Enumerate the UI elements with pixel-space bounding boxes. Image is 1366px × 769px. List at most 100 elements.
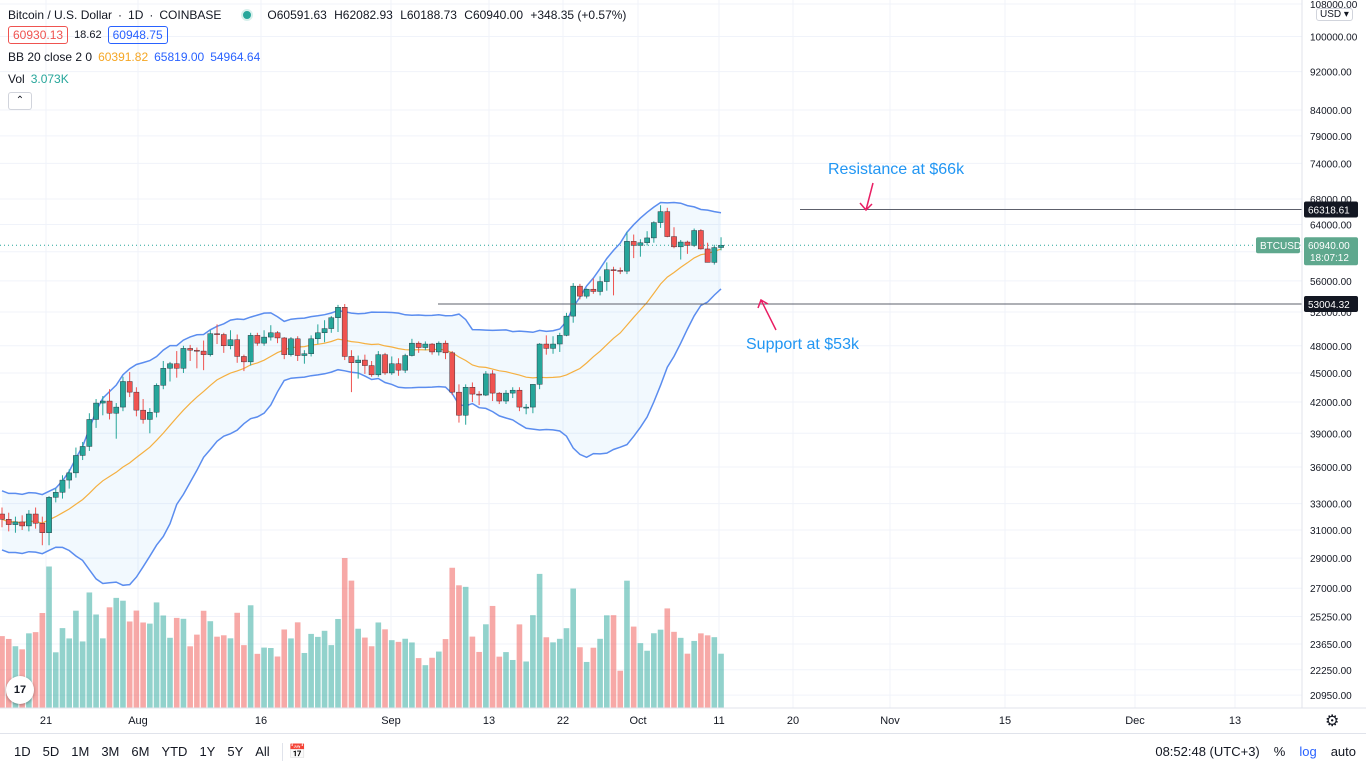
- price-tick-label: 20950.00: [1310, 691, 1352, 702]
- exchange[interactable]: COINBASE: [159, 8, 222, 22]
- timeframe-ytd[interactable]: YTD: [161, 744, 188, 759]
- auto-toggle[interactable]: auto: [1330, 744, 1356, 759]
- timeframe-1m[interactable]: 1M: [71, 744, 90, 759]
- candle-body: [160, 368, 167, 386]
- volume-bar: [321, 630, 328, 708]
- volume-bar: [26, 633, 32, 708]
- candle-body: [402, 355, 409, 371]
- timeframe-3m[interactable]: 3M: [101, 744, 120, 759]
- volume-bar: [711, 637, 718, 708]
- time-tick-label: 21: [40, 715, 52, 727]
- price-chart[interactable]: Resistance at $66k Support at $53k 108000.…: [0, 0, 1366, 733]
- volume-indicator-row[interactable]: Vol 3.073K: [8, 70, 630, 88]
- candle-body: [476, 393, 482, 396]
- support-price-tag: 53004.32: [1308, 300, 1350, 311]
- clock[interactable]: 08:52:48 (UTC+3): [1155, 744, 1260, 759]
- candle-body: [241, 356, 247, 363]
- timeframe-6m[interactable]: 6M: [131, 744, 150, 759]
- interval[interactable]: 1D: [128, 8, 144, 22]
- candle-body: [449, 352, 456, 393]
- volume-bar: [630, 626, 637, 708]
- timeframe-all[interactable]: All: [255, 744, 270, 759]
- percent-toggle[interactable]: %: [1273, 744, 1286, 759]
- volume-bar: [462, 586, 469, 708]
- candle-body: [19, 521, 25, 527]
- timeframe-1y[interactable]: 1Y: [199, 744, 216, 759]
- gear-icon[interactable]: ⚙: [1325, 713, 1340, 730]
- candle-body: [140, 409, 146, 420]
- volume-bar: [214, 636, 220, 708]
- symbol-name[interactable]: Bitcoin / U.S. Dollar: [8, 8, 113, 22]
- bb-indicator-row[interactable]: BB 20 close 2 0 60391.82 65819.00 54964.…: [8, 48, 630, 66]
- volume-bar: [73, 610, 79, 708]
- candle-body: [422, 343, 429, 348]
- price-tick-label: 22250.00: [1310, 666, 1352, 677]
- volume-bar: [39, 613, 46, 708]
- last-price-tag-bg: [1304, 237, 1358, 266]
- volume-bar: [126, 621, 133, 708]
- volume-bar: [294, 622, 301, 708]
- candle-body: [489, 373, 496, 394]
- sell-price-button[interactable]: 60930.13: [8, 26, 69, 44]
- volume-bar: [570, 588, 576, 708]
- candle-body: [281, 337, 288, 355]
- candle-body: [187, 348, 193, 351]
- volume-bar: [483, 624, 489, 708]
- volume-bar: [489, 605, 496, 708]
- bar-countdown: 18:07:12: [1310, 253, 1349, 264]
- candle-body: [671, 236, 677, 248]
- candle-body: [590, 288, 597, 292]
- bollinger-upper-band: [1, 201, 722, 496]
- chevron-up-icon[interactable]: ⌃: [8, 92, 32, 110]
- volume-bar: [476, 651, 482, 708]
- candle-body: [530, 384, 536, 408]
- candle-body: [93, 402, 99, 420]
- candle-body: [556, 335, 563, 345]
- tradingview-logo-icon[interactable]: 17: [6, 676, 34, 704]
- candle-body: [368, 365, 375, 376]
- price-tick-label: 48000.00: [1310, 342, 1352, 353]
- candle-body: [12, 521, 19, 525]
- bollinger-band-fill: [2, 202, 721, 586]
- candle-body: [133, 391, 140, 411]
- volume-bar: [563, 628, 570, 708]
- volume-bar: [348, 580, 355, 708]
- candle-body: [173, 363, 180, 369]
- price-tick-label: 68000.00: [1310, 195, 1352, 206]
- currency-selector[interactable]: USD ▾: [1316, 8, 1353, 21]
- bb-upper: 65819.00: [154, 50, 205, 64]
- price-tick-label: 52000.00: [1310, 308, 1352, 319]
- candle-body: [677, 241, 684, 248]
- volume-bar: [220, 635, 227, 708]
- resistance-annotation: Resistance at $66k: [828, 161, 965, 178]
- candle-body: [52, 492, 59, 498]
- candle-body: [32, 513, 39, 524]
- price-axis-bg: [1302, 0, 1366, 733]
- buy-price-button[interactable]: 60948.75: [107, 26, 168, 44]
- volume-bar: [684, 653, 691, 708]
- volume-bar: [207, 621, 214, 708]
- log-toggle[interactable]: log: [1299, 744, 1317, 759]
- spread-value: 18.62: [74, 29, 102, 41]
- timeframe-5y[interactable]: 5Y: [227, 744, 244, 759]
- calendar-range-icon[interactable]: 📅: [288, 743, 307, 759]
- low-value: L60188.73: [400, 8, 457, 22]
- volume-bar: [362, 637, 368, 708]
- candle-body: [469, 387, 476, 395]
- time-tick-label: 15: [999, 715, 1011, 727]
- resistance-price-tag: 66318.61: [1308, 206, 1350, 217]
- volume-bar: [173, 617, 180, 708]
- timeframe-1d[interactable]: 1D: [14, 744, 31, 759]
- candle-body: [684, 241, 691, 246]
- price-tick-label: 42000.00: [1310, 398, 1352, 409]
- candle-body: [194, 349, 200, 352]
- candle-body: [415, 342, 422, 348]
- volume-bar: [637, 643, 644, 708]
- volume-bar: [335, 618, 341, 708]
- volume-bar: [194, 634, 200, 708]
- candle-body: [617, 270, 624, 272]
- timeframe-5d[interactable]: 5D: [42, 744, 60, 759]
- volume-bar: [100, 638, 106, 708]
- candle-body: [113, 406, 120, 414]
- candle-body: [698, 230, 704, 250]
